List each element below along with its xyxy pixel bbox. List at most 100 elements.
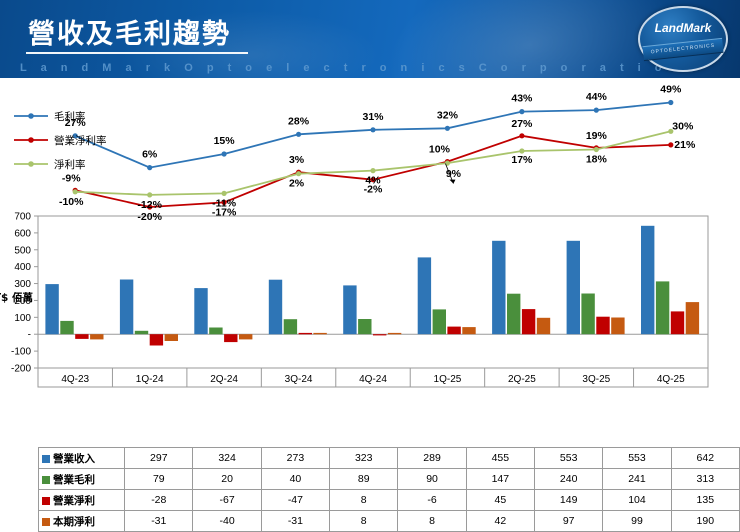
table-cell: 90: [397, 468, 467, 490]
point-毛利率-2Q-24: [221, 151, 227, 157]
bar-本期淨利-1Q-24: [164, 334, 178, 341]
bar-本期淨利-2Q-25: [536, 317, 551, 335]
table-cell: 97: [533, 510, 604, 532]
bar-營業毛利-1Q-24: [134, 330, 149, 335]
bar-本期淨利-4Q-24: [387, 332, 402, 335]
bar-營業收入-4Q-24: [343, 285, 357, 335]
logo-band: OPTOELECTRONICS: [642, 37, 724, 62]
bar-營業毛利-3Q-25: [581, 293, 595, 335]
bar-營業毛利-2Q-25: [507, 293, 521, 335]
y-tick-label: -200: [11, 364, 31, 375]
table-cell: 135: [670, 489, 740, 511]
table-row-label-text: 本期淨利: [53, 515, 95, 528]
point-毛利率-3Q-24: [296, 131, 302, 137]
table-cell: 323: [329, 447, 399, 469]
bar-營業毛利-4Q-25: [655, 281, 670, 335]
table-cell: 240: [533, 468, 604, 490]
table-cell: -31: [124, 510, 194, 532]
datalabel-毛利率-2Q-24: 15%: [214, 135, 236, 147]
table-row-label-text: 營業淨利: [53, 494, 95, 507]
datalabel-淨利率-4Q-23: -10%: [59, 196, 84, 208]
table-cell: 241: [602, 468, 672, 490]
datalabel-毛利率-4Q-24: 31%: [362, 111, 384, 123]
point-營業淨利率-4Q-24: [370, 177, 376, 183]
chart-body: 700 600 500 400 300 200 100 - -100 -200 NT$ 佰萬 4Q-2…: [0, 78, 740, 481]
y-tick-label: 700: [14, 212, 31, 223]
y-tick-label: 200: [14, 296, 31, 307]
company-logo: LandMark OPTOELECTRONICS: [638, 6, 728, 72]
callout-arrow: [449, 179, 456, 184]
legend-marker-淨利率: [28, 161, 34, 167]
point-淨利率-1Q-24: [147, 192, 153, 198]
datalabel-營業淨利率-1Q-25: 10%: [429, 144, 451, 156]
y-tick-label: -: [28, 330, 31, 341]
bar-營業淨利-3Q-25: [596, 316, 610, 335]
category-label: 4Q-23: [61, 374, 89, 385]
bar-營業淨利-1Q-24: [149, 334, 164, 346]
bar-營業毛利-4Q-24: [358, 319, 372, 335]
datalabel-淨利率-3Q-25: 18%: [586, 153, 608, 165]
title-underline: [26, 52, 248, 54]
y-axis-title: NT$ 佰萬: [0, 291, 33, 304]
table-row-label: 本期淨利: [37, 510, 126, 532]
header-sheen-secondary: [120, 10, 380, 78]
combo-chart: 700 600 500 400 300 200 100 - -100 -200 NT$ 佰萬 4Q-2…: [0, 84, 709, 388]
point-營業淨利率-2Q-24: [221, 199, 227, 205]
y-tick-label: 300: [14, 279, 31, 290]
y-tick-label: 100: [14, 313, 31, 324]
category-label: 2Q-24: [210, 374, 238, 385]
legend-swatch-icon: [42, 454, 50, 463]
category-label: 1Q-25: [434, 374, 462, 385]
category-label: 3Q-24: [285, 374, 313, 385]
table-cell: 190: [670, 510, 740, 532]
bar-營業收入-3Q-24: [268, 279, 283, 335]
category-label: 4Q-24: [359, 374, 387, 385]
table-cell: 147: [465, 468, 536, 490]
bar-營業收入-4Q-23: [45, 284, 59, 335]
legend-marker-營業淨利率: [28, 137, 34, 143]
point-淨利率-2Q-25: [519, 148, 525, 154]
datalabel-營業淨利率-1Q-24: -20%: [137, 211, 162, 223]
point-毛利率-1Q-25: [444, 125, 450, 131]
page-title: 營收及毛利趨勢: [28, 19, 231, 50]
bar-本期淨利-1Q-25: [462, 327, 476, 335]
bar-營業毛利-3Q-24: [283, 319, 298, 335]
table-cell: 104: [602, 489, 672, 511]
bar-營業淨利-3Q-24: [298, 332, 312, 335]
table-cell: 45: [465, 489, 536, 511]
table-row-label: 營業收入: [37, 447, 126, 469]
slide-header: 營收及毛利趨勢 L a n d M a r k O p t o e l e c …: [0, 0, 740, 78]
bar-營業收入-4Q-25: [641, 225, 655, 335]
point-毛利率-4Q-25: [668, 99, 674, 106]
company-subtitle: L a n d M a r k O p t o e l e c t r o n …: [20, 62, 688, 74]
y-tick-label: 500: [14, 245, 31, 256]
datalabel-毛利率-3Q-24: 28%: [288, 115, 310, 127]
datalabel-淨利率-2Q-24: -11%: [212, 197, 237, 209]
table-row-label: 營業毛利: [37, 468, 126, 490]
table-cell: 8: [329, 510, 399, 532]
datalabel-營業淨利率-2Q-24: -17%: [212, 206, 237, 218]
bar-營業淨利-1Q-25: [447, 326, 461, 335]
table-cell: -6: [397, 489, 467, 511]
datalabel-毛利率-4Q-23: 27%: [65, 117, 87, 129]
table-row: 本期淨利 -31 -40 -31 8 8 42 97 99 190: [37, 510, 740, 532]
datalabel-營業淨利率-2Q-25: 27%: [511, 118, 533, 130]
table-cell: 8: [329, 489, 399, 511]
point-淨利率-2Q-24: [221, 190, 227, 196]
table-cell: 642: [670, 447, 740, 469]
point-毛利率-3Q-25: [593, 107, 599, 113]
table-cell: 553: [602, 447, 672, 469]
datalabel-營業淨利率-4Q-23: -9%: [62, 172, 81, 184]
point-毛利率-4Q-23: [72, 133, 78, 139]
y-tick-label: 400: [14, 262, 31, 273]
bar-營業淨利-2Q-24: [224, 334, 238, 343]
datalabel-毛利率-1Q-25: 32%: [437, 109, 459, 121]
table-cell: 297: [124, 447, 194, 469]
bar-本期淨利-3Q-25: [611, 317, 625, 335]
logo-word-mark: Mark: [683, 21, 712, 35]
table-row-label: 營業淨利: [37, 489, 126, 511]
category-label: 4Q-25: [657, 374, 685, 385]
bar-營業收入-3Q-25: [566, 240, 580, 335]
logo-band-text: OPTOELECTRONICS: [650, 42, 716, 56]
point-淨利率-4Q-25: [668, 128, 674, 134]
